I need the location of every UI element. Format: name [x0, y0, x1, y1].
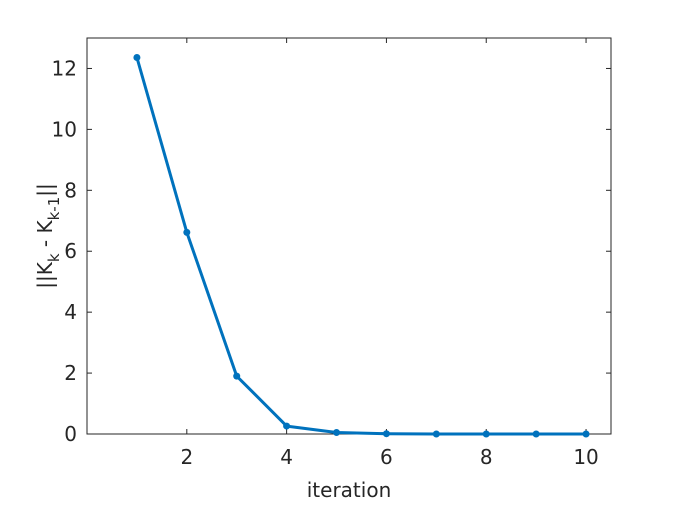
y-tick-label: 6 [64, 239, 77, 263]
y-tick-label: 8 [64, 178, 77, 202]
y-label-part: || [33, 183, 57, 196]
y-tick-label: 0 [64, 422, 77, 446]
x-tick-label: 4 [280, 445, 293, 469]
y-tick-label: 2 [64, 361, 77, 385]
x-tick-label: 8 [480, 445, 493, 469]
y-tick-label: 4 [64, 300, 77, 324]
x-axis-label: iteration [307, 478, 392, 502]
data-point [482, 430, 490, 438]
y-tick-label: 12 [52, 56, 77, 80]
data-point [382, 430, 390, 438]
data-point [133, 53, 141, 61]
data-point [183, 228, 191, 236]
data-point [283, 422, 291, 430]
data-point [233, 372, 241, 380]
x-tick-label: 6 [380, 445, 393, 469]
x-tick-label: 10 [573, 445, 598, 469]
y-label-subscript: k-1 [45, 197, 63, 221]
data-point [333, 428, 341, 436]
y-label-part: ||K [33, 261, 57, 288]
data-point [582, 430, 590, 438]
y-tick-label: 10 [52, 117, 77, 141]
y-label-part: - K [33, 220, 57, 254]
y-label-subscript: k [45, 253, 63, 262]
x-tick-label: 2 [180, 445, 193, 469]
data-point [532, 430, 540, 438]
data-point [432, 430, 440, 438]
y-axis-label: ||Kk - Kk-1|| [33, 183, 63, 288]
data-line [135, 57, 587, 436]
